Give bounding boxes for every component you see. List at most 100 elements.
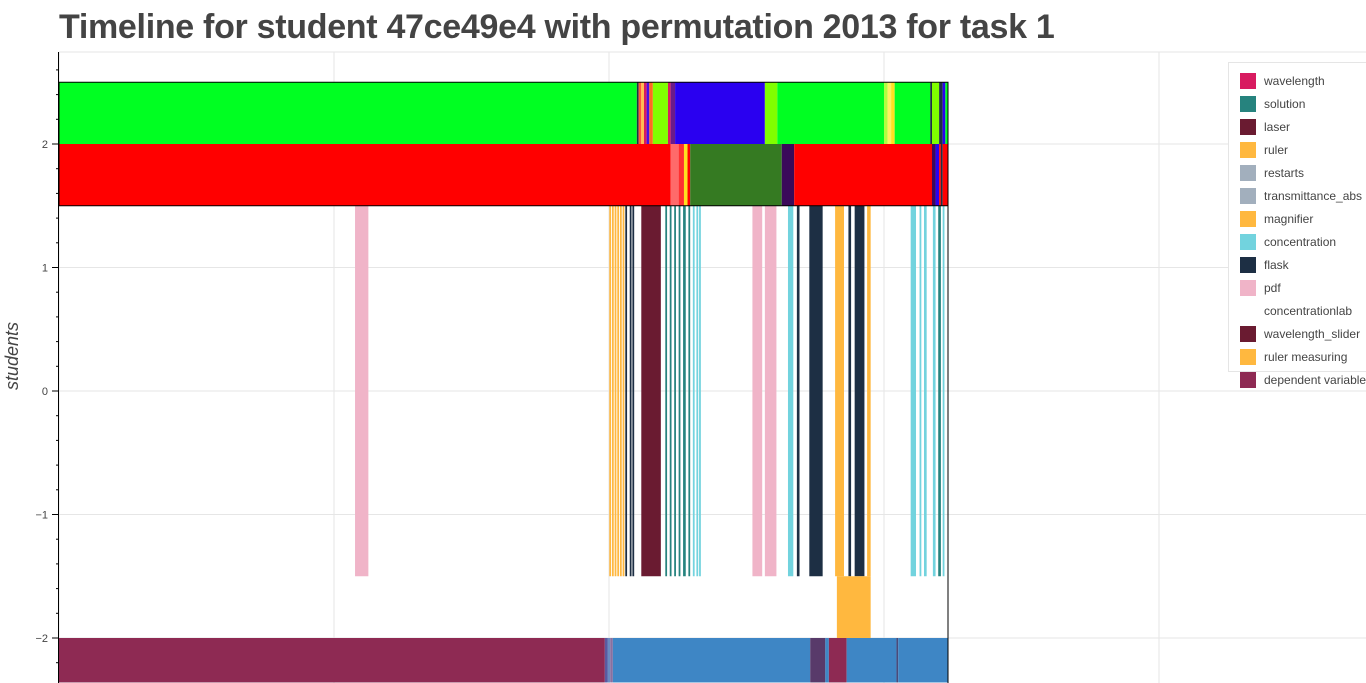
timeline-bar	[611, 205, 614, 577]
legend-item[interactable]: wavelength	[1240, 71, 1325, 91]
timeline-bar	[939, 144, 941, 206]
timeline-bar	[940, 144, 943, 206]
timeline-bar	[692, 205, 695, 577]
legend-label: ruler measuring	[1264, 350, 1348, 364]
timeline-bar	[59, 144, 671, 206]
y-axis-label: students	[2, 321, 22, 390]
timeline-bars	[59, 82, 948, 683]
timeline-bar	[945, 82, 948, 144]
timeline-bar	[883, 82, 888, 144]
legend-item[interactable]: solution	[1240, 94, 1305, 114]
y-tick-label: 1	[42, 263, 48, 275]
timeline-bar	[641, 82, 644, 144]
timeline-bar	[764, 205, 777, 577]
legend-item[interactable]: restarts	[1240, 163, 1304, 183]
timeline-bar	[752, 205, 763, 577]
legend-item[interactable]: wavelength_slider	[1240, 324, 1360, 344]
timeline-bar	[935, 144, 940, 206]
timeline-bar	[931, 144, 936, 206]
timeline-bar	[617, 205, 620, 577]
legend-label: wavelength_slider	[1264, 327, 1361, 341]
timeline-bar	[867, 205, 871, 577]
timeline-bar	[919, 205, 922, 577]
timeline-bar	[652, 82, 668, 144]
timeline-bar	[665, 205, 668, 577]
legend-item[interactable]: laser	[1240, 117, 1290, 137]
legend-swatch	[1240, 349, 1256, 365]
timeline-bar	[939, 82, 943, 144]
timeline-bar	[942, 144, 948, 206]
legend-item[interactable]: transmittance_abs	[1240, 186, 1362, 206]
legend-label: pdf	[1264, 281, 1281, 295]
timeline-bar	[898, 638, 948, 683]
timeline-bar	[931, 82, 940, 144]
timeline-bar	[667, 82, 671, 144]
legend: wavelength solution laser ruler restarts tran…	[1228, 62, 1366, 388]
timeline-bar	[896, 638, 899, 683]
timeline-bar	[610, 638, 613, 683]
timeline-bar	[636, 82, 639, 144]
timeline-bar	[690, 144, 782, 206]
timeline-bar	[629, 205, 632, 577]
timeline-bar	[699, 205, 701, 577]
timeline-bar	[696, 205, 699, 577]
timeline-bar	[942, 205, 945, 577]
timeline-bar	[683, 144, 688, 206]
timeline-bar	[612, 638, 811, 683]
axes: 2 1 0 −1 −2	[35, 52, 949, 683]
timeline-bar	[828, 638, 847, 683]
timeline-bar	[932, 205, 936, 577]
legend-item[interactable]: concentration	[1240, 232, 1336, 252]
timeline-bar	[836, 576, 871, 638]
timeline-bar	[674, 205, 676, 577]
legend-item[interactable]: concentrationlab	[1240, 301, 1352, 321]
timeline-bar	[923, 205, 927, 577]
timeline-bar	[809, 205, 823, 577]
legend-item[interactable]: dependent variable	[1240, 370, 1366, 390]
legend-label: dependent variable	[1264, 373, 1366, 387]
timeline-bar	[796, 205, 800, 577]
legend-item[interactable]: pdf	[1240, 278, 1281, 298]
y-tick-label: 0	[42, 386, 48, 398]
y-tick-label: 2	[42, 139, 48, 151]
y-tick-label: −1	[35, 510, 48, 522]
timeline-bar	[825, 638, 829, 683]
legend-label: ruler	[1264, 143, 1289, 157]
timeline-bar	[675, 82, 765, 144]
timeline-bar	[614, 205, 617, 577]
legend-swatch	[1240, 142, 1256, 158]
timeline-bar	[848, 205, 852, 577]
legend-label: concentrationlab	[1264, 304, 1353, 318]
timeline-bar	[910, 205, 916, 577]
legend-item[interactable]: ruler measuring	[1240, 347, 1347, 367]
timeline-bar	[781, 144, 795, 206]
legend-swatch	[1240, 73, 1256, 89]
timeline-bar	[669, 205, 672, 577]
legend-item[interactable]: flask	[1240, 255, 1289, 275]
legend-item[interactable]: magnifier	[1240, 209, 1313, 229]
legend-label: solution	[1264, 97, 1306, 111]
timeline-bar	[794, 144, 932, 206]
timeline-bar	[764, 82, 778, 144]
timeline-bar	[649, 82, 653, 144]
legend-item[interactable]: ruler	[1240, 140, 1288, 160]
timeline-bar	[891, 82, 895, 144]
timeline-bar	[641, 205, 661, 577]
timeline-bar	[942, 82, 946, 144]
legend-swatch	[1240, 234, 1256, 250]
timeline-bar	[777, 82, 884, 144]
timeline-bar	[646, 82, 650, 144]
legend-label: wavelength	[1264, 74, 1325, 88]
legend-swatch	[1240, 96, 1256, 112]
legend-swatch	[1240, 280, 1256, 296]
legend-label: flask	[1264, 258, 1289, 272]
timeline-bar	[59, 82, 637, 144]
timeline-bar	[607, 638, 611, 683]
timeline-bar	[355, 205, 369, 577]
legend-swatch	[1240, 119, 1256, 135]
legend-swatch	[1240, 188, 1256, 204]
timeline-bar	[632, 205, 635, 577]
legend-label: laser	[1264, 120, 1291, 134]
timeline-bar	[683, 205, 686, 577]
